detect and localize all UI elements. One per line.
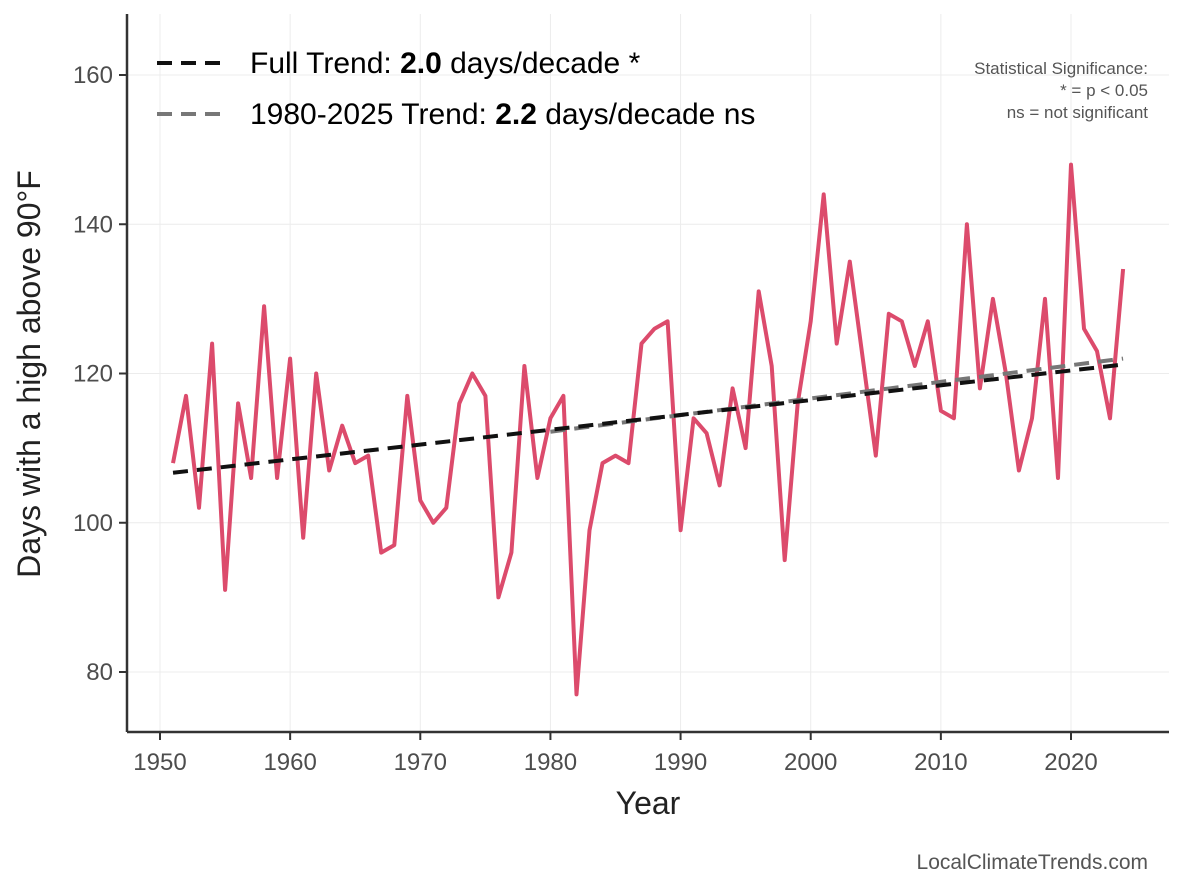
legend-recent-trend-label: 1980-2025 Trend: 2.2 days/decade ns	[250, 98, 755, 131]
x-tick-label-1950: 1950	[133, 749, 186, 776]
y-tick-label-100: 100	[73, 510, 113, 537]
trend-lines	[172, 356, 1124, 475]
x-tick-label-2010: 2010	[914, 749, 967, 776]
significance-note: Statistical Significance: * = p < 0.05 n…	[974, 59, 1148, 122]
y-axis-title: Days with a high above 90°F	[11, 170, 47, 578]
y-tick-label-120: 120	[73, 361, 113, 388]
x-tick-label-2020: 2020	[1044, 749, 1097, 776]
legend: Full Trend: 2.0 days/decade * 1980-2025 …	[157, 47, 755, 131]
significance-title: Statistical Significance:	[974, 59, 1148, 78]
grid	[127, 14, 1169, 732]
x-tick-label-2000: 2000	[784, 749, 837, 776]
legend-full-trend-label: Full Trend: 2.0 days/decade *	[250, 47, 641, 80]
series-line-0	[171, 162, 1126, 697]
x-tick-label-1990: 1990	[654, 749, 707, 776]
ticks: 1950 1960 1970 1980 1990 2000 2010 2020 80 100 120…	[73, 62, 1098, 776]
y-tick-label-160: 160	[73, 62, 113, 89]
x-tick-label-1960: 1960	[263, 749, 316, 776]
significance-line-1: * = p < 0.05	[1060, 81, 1148, 100]
series-lines	[171, 162, 1126, 697]
source-caption: LocalClimateTrends.com	[917, 851, 1148, 874]
trend-line-full-trend	[172, 362, 1124, 475]
x-tick-label-1970: 1970	[394, 749, 447, 776]
y-tick-label-140: 140	[73, 211, 113, 238]
significance-line-2: ns = not significant	[1007, 103, 1149, 122]
y-tick-label-80: 80	[86, 659, 113, 686]
trend-line-1980-2025-trend	[550, 356, 1124, 434]
x-axis-title: Year	[616, 785, 681, 821]
x-tick-label-1980: 1980	[524, 749, 577, 776]
